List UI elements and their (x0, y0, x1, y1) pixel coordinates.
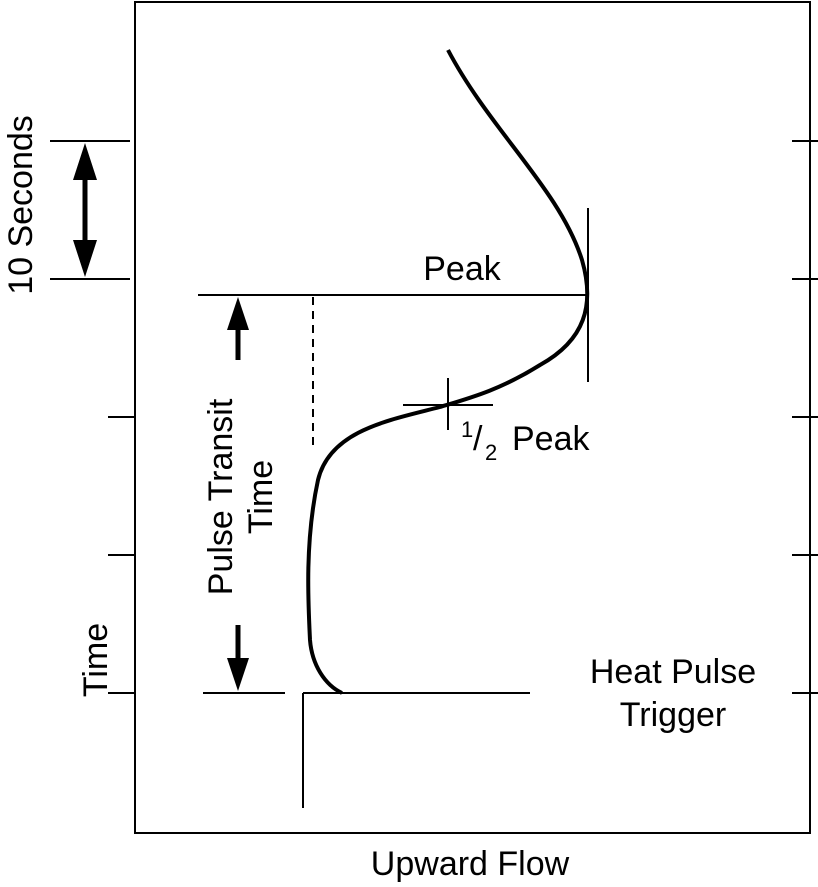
x-axis-label: Upward Flow (371, 845, 570, 883)
transit-label-1: Pulse Transit (202, 398, 240, 595)
peak-label: Peak (423, 250, 501, 288)
ten-second-arrow (73, 143, 97, 277)
time-span-label: 10 Seconds (2, 115, 40, 295)
half-peak-label: Peak (512, 420, 590, 458)
half-denominator: 2 (485, 440, 497, 465)
transit-arrows (227, 297, 249, 691)
y-axis-label: Time (77, 623, 115, 697)
transit-label-2: Time (242, 460, 280, 534)
half-separator: / (473, 420, 483, 458)
trigger-label-2: Trigger (620, 696, 726, 734)
ticks (50, 140, 818, 694)
guide-lines (198, 208, 589, 808)
half-numerator: 1 (461, 417, 473, 442)
trigger-label-1: Heat Pulse (590, 653, 756, 691)
flow-curve (306, 49, 590, 695)
